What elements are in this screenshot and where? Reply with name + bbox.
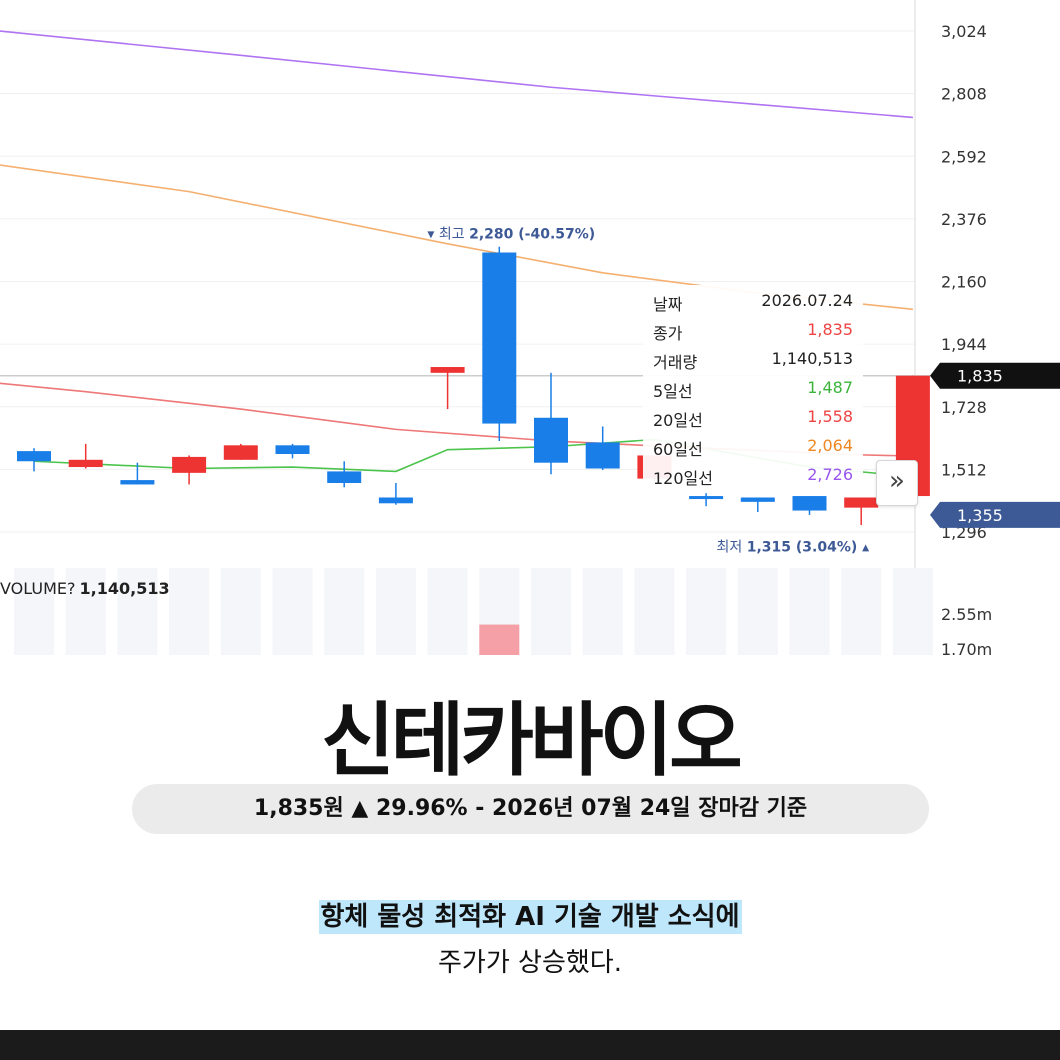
- footer-bar: [0, 1030, 1060, 1060]
- tooltip-value: 1,487: [807, 378, 853, 397]
- candle-body: [585, 442, 620, 469]
- volume-tick-label: 2.55m: [941, 605, 992, 624]
- volume-label: VOLUME? 1,140,513: [0, 579, 170, 598]
- volume-bar-bg: [686, 568, 727, 655]
- volume-bar-bg: [324, 568, 365, 655]
- tooltip-row: 60일선 2,064: [653, 436, 853, 462]
- tooltip-label: 120일선: [653, 469, 713, 488]
- tooltip-label: 60일선: [653, 440, 703, 459]
- stock-chart: ▾ 최고 2,280 (-40.57%) 최저 1,315 (3.04%) ▴ 3,…: [0, 0, 1060, 655]
- y-tick-label: 1,728: [941, 398, 987, 417]
- volume-bar-bg: [220, 568, 261, 655]
- low-marker: 최저 1,315 (3.04%) ▴: [717, 539, 870, 555]
- ma-line: [0, 30, 913, 119]
- tooltip-value: 1,140,513: [771, 349, 853, 368]
- volume-title: VOLUME?: [0, 579, 76, 598]
- low-price-tag-bg: [930, 501, 1060, 528]
- volume-tick-label: 1.70m: [941, 640, 992, 655]
- tooltip-label: 5일선: [653, 382, 693, 401]
- volume-bar-bg: [427, 568, 468, 655]
- candle-body: [792, 496, 827, 511]
- candle-body: [275, 445, 310, 455]
- volume-bar-bg: [634, 568, 675, 655]
- high-marker: ▾ 최고 2,280 (-40.57%): [427, 227, 595, 243]
- tooltip-value: 1,835: [807, 320, 853, 339]
- candle-body: [740, 497, 775, 502]
- current-price-tag: 1,835: [957, 367, 1003, 386]
- candle-body: [689, 496, 724, 500]
- candle-body: [172, 456, 207, 473]
- tooltip-row: 거래량 1,140,513: [653, 349, 853, 375]
- volume-bar-bg: [737, 568, 778, 655]
- y-tick-label: 1,512: [941, 460, 987, 479]
- candlestick-chart-svg: ▾ 최고 2,280 (-40.57%) 최저 1,315 (3.04%) ▴ 3,…: [0, 0, 1060, 655]
- tooltip-label: 날짜: [653, 295, 683, 314]
- tooltip-row: 날짜 2026.07.24: [653, 291, 853, 317]
- tooltip-row: 120일선 2,726: [653, 465, 853, 491]
- tooltip-value: 1,558: [807, 407, 853, 426]
- candle-body: [327, 471, 362, 484]
- y-tick-label: 2,376: [941, 210, 987, 229]
- tooltip-value: 2,064: [807, 436, 853, 455]
- tooltip-row: 종가 1,835: [653, 320, 853, 346]
- volume-bar-bg: [117, 568, 158, 655]
- tooltip-row: 20일선 1,558: [653, 407, 853, 433]
- tooltip-label: 20일선: [653, 411, 703, 430]
- volume-bar-bg: [375, 568, 416, 655]
- candle-body: [378, 497, 413, 504]
- tooltip-value: 2,726: [807, 465, 853, 484]
- double-chevron-right-icon: »: [889, 466, 905, 496]
- low-price-tag: 1,355: [957, 506, 1003, 525]
- news-caption: 항체 물성 최적화 AI 기술 개발 소식에 주가가 상승했다.: [0, 894, 1060, 986]
- volume-bar-bg: [169, 568, 210, 655]
- data-tooltip: 날짜 2026.07.24 종가 1,835 거래량 1,140,513 5일선 1,487 2…: [643, 285, 863, 491]
- candle-body: [120, 480, 155, 485]
- candle-body: [17, 451, 51, 462]
- volume-bar-bg: [14, 568, 54, 655]
- candle-body: [223, 445, 258, 460]
- company-title: 신테카바이오: [321, 694, 743, 787]
- volume-bar-bg: [892, 568, 933, 655]
- y-tick-label: 3,024: [941, 22, 987, 41]
- tooltip-row: 5일선 1,487: [653, 378, 853, 404]
- price-summary: 1,835원 ▲ 29.96% - 2026년 07월 24일 장마감 기준: [132, 784, 929, 834]
- volume-bar-bg: [841, 568, 882, 655]
- volume-bar-bg: [65, 568, 106, 655]
- candle-body: [68, 459, 103, 468]
- tooltip-label: 거래량: [653, 353, 698, 372]
- volume-bar-bg: [789, 568, 830, 655]
- y-tick-label: 2,808: [941, 85, 987, 104]
- tooltip-value: 2026.07.24: [761, 291, 853, 310]
- volume-bar-bg: [531, 568, 571, 655]
- expand-chart-button[interactable]: »: [876, 460, 918, 506]
- caption-line-1: 항체 물성 최적화 AI 기술 개발 소식에: [318, 900, 742, 934]
- caption-line-2: 주가가 상승했다.: [438, 948, 622, 978]
- volume-bar-bg: [272, 568, 313, 655]
- candle-body: [844, 497, 879, 508]
- y-tick-label: 2,160: [941, 273, 987, 292]
- current-price-tag-bg: [930, 362, 1060, 389]
- candle-body: [430, 367, 465, 373]
- candle-body: [534, 417, 568, 463]
- volume-bar-bg: [582, 568, 623, 655]
- volume-value: 1,140,513: [79, 579, 170, 598]
- y-tick-label: 2,592: [941, 147, 987, 166]
- y-tick-label: 1,944: [941, 335, 987, 354]
- volume-bar: [479, 624, 520, 655]
- low-marker-value: 1,315 (3.04%) ▴: [747, 539, 869, 555]
- high-marker-value: 2,280 (-40.57%): [469, 227, 595, 243]
- candle-body: [482, 252, 517, 424]
- tooltip-label: 종가: [653, 324, 683, 343]
